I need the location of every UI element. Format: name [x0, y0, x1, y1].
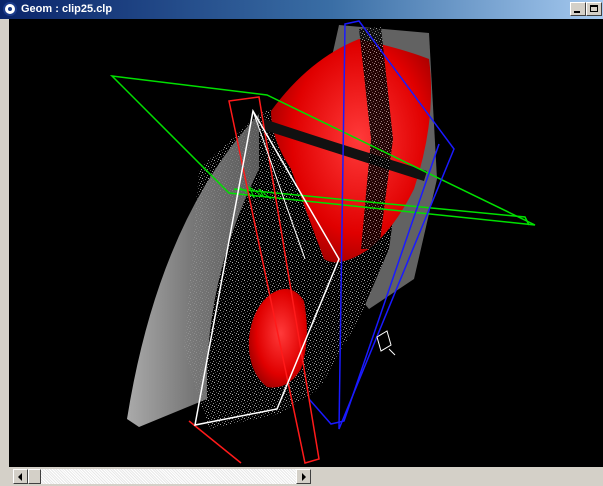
3d-render-viewport[interactable] [9, 19, 603, 467]
scroll-track[interactable] [28, 469, 296, 484]
scroll-right-icon[interactable] [296, 469, 311, 484]
title-bar[interactable]: Geom : clip25.clp [0, 0, 603, 19]
clip-plane-white [194, 108, 340, 426]
clip-plane-green-edge [233, 188, 530, 226]
maximize-button[interactable] [586, 2, 602, 16]
app-globe-icon[interactable] [3, 2, 17, 16]
red-surface-lower [248, 288, 307, 388]
clip-plane-green [109, 74, 536, 226]
volume-render-scene [109, 20, 536, 464]
speckle-streak [359, 27, 393, 249]
clip-plane-blue-edge [308, 143, 440, 425]
clip-plane-red [228, 96, 320, 464]
window-title: Geom : clip25.clp [21, 3, 113, 15]
axis-marker-icon [376, 330, 396, 356]
clip-plane-green-hatch [238, 185, 272, 200]
minimize-button[interactable] [570, 2, 586, 16]
scroll-thumb[interactable] [28, 469, 41, 484]
clip-plane-white-diag [252, 110, 306, 260]
sector-shell-front [127, 114, 259, 427]
horizontal-scrollbar[interactable] [9, 467, 603, 486]
clip-plane-red-tail [188, 420, 242, 464]
scroll-left-icon[interactable] [13, 469, 28, 484]
clip-plane-blue [338, 20, 455, 430]
